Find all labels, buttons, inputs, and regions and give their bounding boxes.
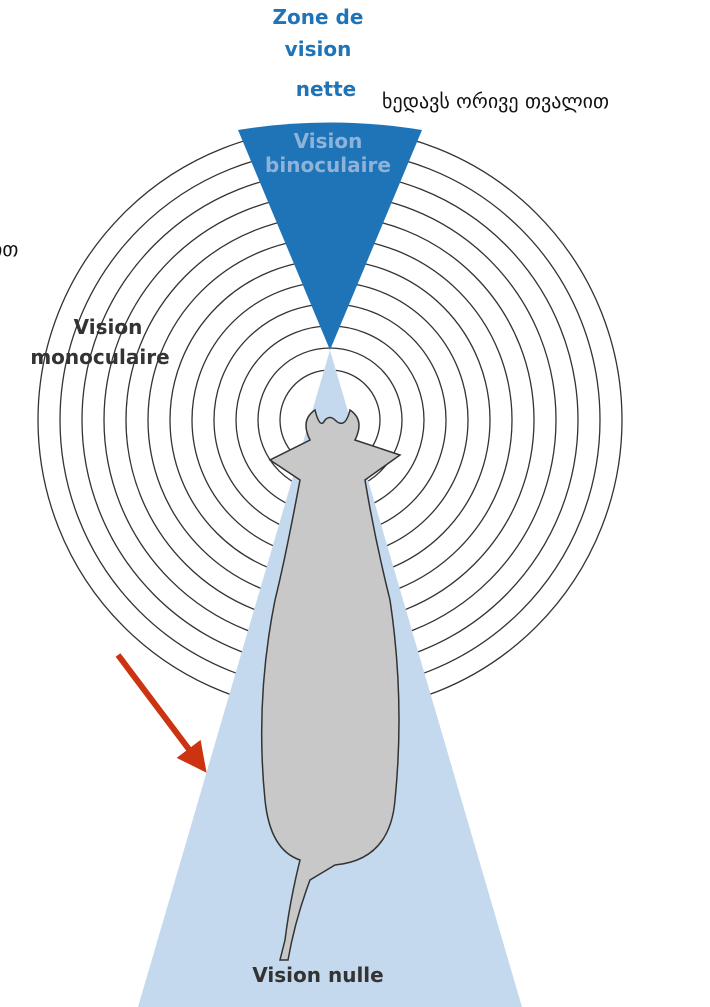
- zone-label: Zone de: [273, 5, 364, 29]
- left-fragment: ით: [0, 237, 18, 261]
- binocular-label: Vision: [294, 129, 363, 153]
- monocular-label: Vision: [74, 315, 143, 339]
- monocular-label: monoculaire: [30, 345, 169, 369]
- page: {"zone_label": ["Zone de", "vision", "ne…: [0, 0, 710, 1007]
- zone-label: nette: [296, 77, 357, 101]
- binocular-label: binoculaire: [265, 153, 391, 177]
- diagram: Zone de vision nette ხედავს ორივე თვალით…: [0, 0, 710, 1007]
- zone-label: vision: [285, 37, 352, 61]
- georgian-note: ხედავს ორივე თვალით: [382, 89, 609, 113]
- null-label: Vision nulle: [252, 963, 383, 987]
- arrow: [118, 655, 203, 768]
